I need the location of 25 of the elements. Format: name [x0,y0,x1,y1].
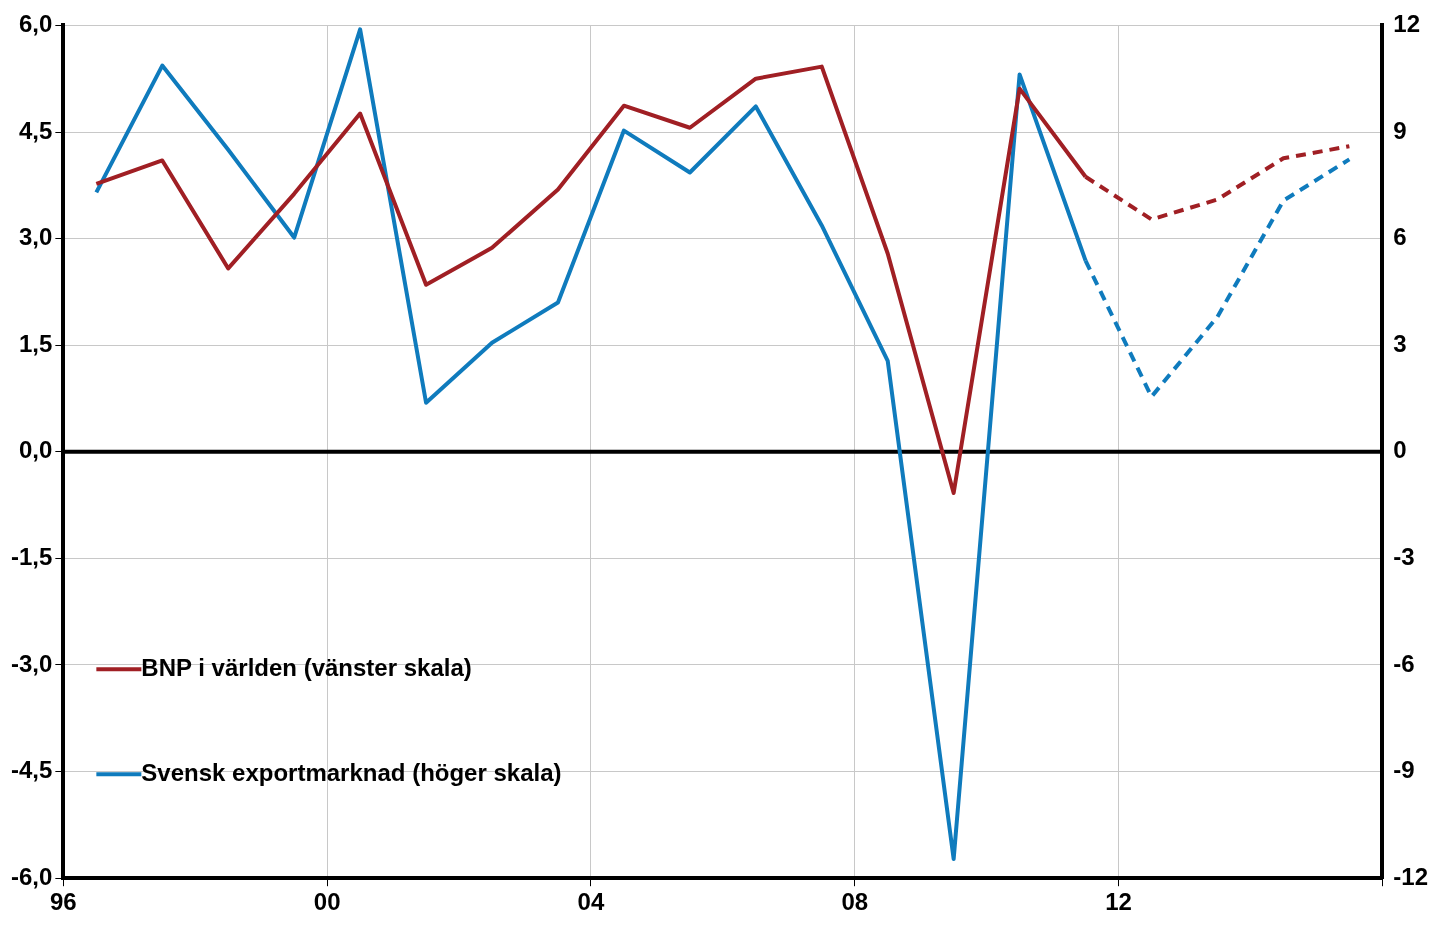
y-tick-label: -1,5 [11,543,53,571]
y2-tick-label: -12 [1393,862,1428,890]
x-tick-label: 12 [1105,888,1132,916]
y2-tick-label: -9 [1393,756,1415,784]
y-tick-label: 6,0 [18,10,53,38]
y2-tick-label: 3 [1393,329,1407,357]
x-tick-label: 96 [50,888,77,916]
y-tick-label: -6,0 [11,862,53,890]
x-tick-label: 00 [313,888,341,916]
y-tick-label: 1,5 [18,329,53,357]
legend-label: BNP i världen (vänster skala) [141,653,472,681]
legend-label: Svensk exportmarknad (höger skala) [141,758,562,786]
y-tick-label: -4,5 [11,756,53,784]
y2-tick-label: 12 [1393,10,1421,38]
y2-tick-label: 9 [1393,116,1407,144]
y-tick-label: 3,0 [18,223,53,251]
y-tick-label: 0,0 [18,436,53,464]
y2-tick-label: 0 [1393,436,1407,464]
x-tick-label: 08 [841,888,869,916]
y2-tick-label: -6 [1393,649,1415,677]
y2-tick-label: 6 [1393,223,1407,251]
y2-tick-label: -3 [1393,543,1415,571]
y-tick-label: 4,5 [18,116,53,144]
x-tick-label: 04 [577,888,605,916]
y-tick-label: -3,0 [11,649,53,677]
